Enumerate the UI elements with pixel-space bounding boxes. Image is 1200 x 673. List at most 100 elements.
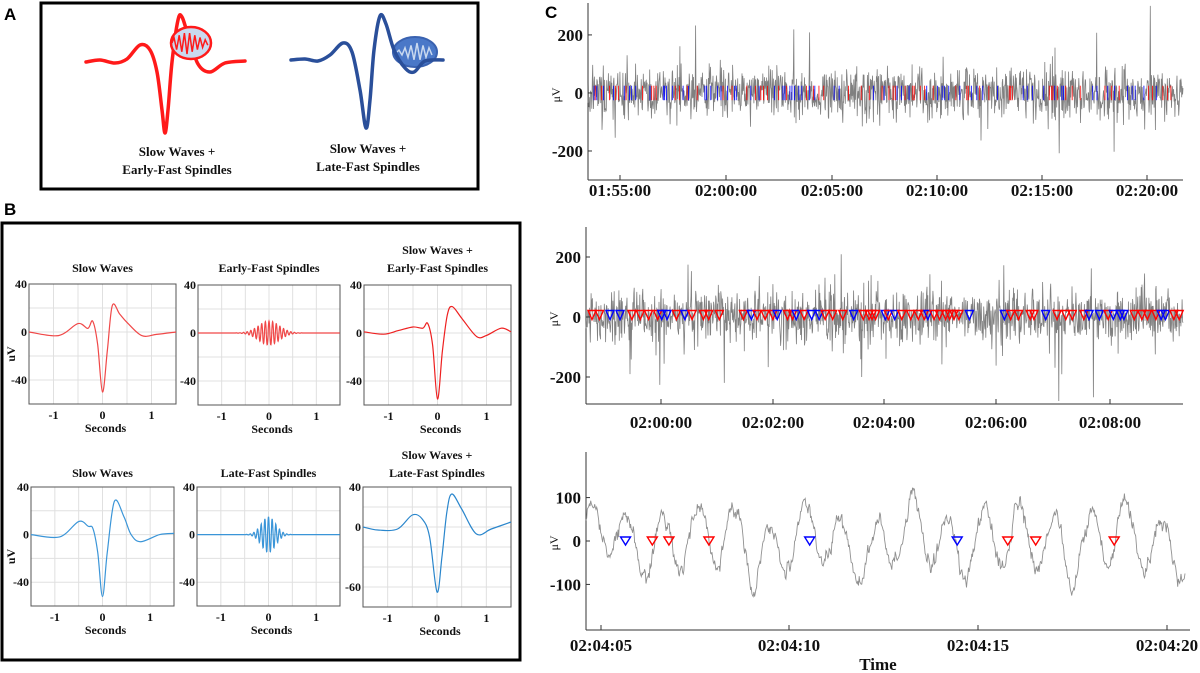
subplot-1: -1 0 1 40 0 -40 Seconds uV Slow Waves: [4, 261, 177, 435]
subplot-title: Early-Fast Spindles: [387, 261, 488, 275]
spindle-event-marker: [1051, 309, 1063, 322]
late-spindle-oscillation: [396, 42, 433, 61]
waveform-line: [362, 493, 512, 593]
spindle-event-marker: [1108, 309, 1119, 322]
y-axis-label: uV: [4, 346, 18, 362]
spindle-event-marker: [1129, 309, 1140, 322]
x-axis-label: Time: [859, 655, 897, 673]
x-tick-label: -1: [384, 409, 394, 423]
panel-a-frame: [39, 1, 480, 191]
y-tick-label: -60: [345, 580, 361, 594]
y-tick-label: 0: [355, 520, 361, 534]
x-tick-label: 0: [266, 409, 272, 423]
spindle-event-marker: [751, 309, 763, 322]
axes-frame: [28, 283, 177, 405]
y-tick-label: 40: [183, 480, 195, 494]
spindle-event-marker: [858, 309, 869, 322]
spindle-event-marker: [1067, 309, 1078, 322]
x-axis-label: Seconds: [251, 623, 293, 637]
x-tick-label: 02:02:00: [742, 413, 804, 432]
spindle-event-marker: [791, 309, 802, 322]
panel-a-caption-early-line2: Early-Fast Spindles: [122, 162, 231, 177]
x-tick-label: 0: [100, 610, 106, 624]
x-tick-label: 02:04:10: [758, 636, 820, 655]
spindle-event-marker-early: [702, 536, 716, 547]
spindle-event-marker: [999, 309, 1010, 322]
spindle-event-marker: [928, 309, 940, 322]
spindle-event-marker: [746, 309, 757, 322]
x-tick-label: 1: [147, 610, 153, 624]
spindle-event-marker: [848, 309, 859, 322]
spindle-event-marker: [661, 309, 673, 322]
spindle-event-marker: [782, 309, 793, 322]
spindle-event-marker: [799, 309, 810, 322]
panel-b-plots: -1 0 1 40 0 -40 Seconds uV Slow Waves -1 0 1 40 0 -40 S…: [4, 243, 512, 638]
spindle-event-marker: [698, 309, 709, 322]
subplot-title: Slow Waves: [72, 466, 133, 480]
spindle-event-marker: [626, 309, 638, 322]
spindle-event-marker: [889, 309, 900, 322]
eeg-signal-line: [585, 254, 1184, 402]
spindle-event-marker: [948, 309, 960, 322]
y-tick-label: -40: [180, 374, 196, 388]
x-tick-label: 02:10:00: [906, 181, 968, 200]
spindle-event-marker-early: [1029, 536, 1042, 547]
x-axis-label: Seconds: [85, 623, 127, 637]
spindle-event-marker: [1136, 309, 1147, 322]
x-tick-label: 1: [149, 408, 155, 422]
subplot-title: Early-Fast Spindles: [218, 261, 319, 275]
spindle-event-marker: [870, 309, 881, 322]
axes-frame: [30, 486, 175, 607]
spindle-event-marker: [1174, 309, 1185, 322]
spindle-event-marker: [760, 309, 771, 322]
early-slow-wave-curve: [84, 13, 247, 135]
waveform-line: [363, 305, 512, 400]
y-tick-label: 40: [17, 480, 29, 494]
spindle-event-marker-late: [619, 536, 632, 547]
x-tick-label: 01:55:00: [589, 181, 651, 200]
x-tick-label: -1: [216, 610, 226, 624]
spindle-event-marker: [1040, 309, 1051, 322]
spindle-event-marker: [679, 309, 690, 322]
x-tick-label: -1: [50, 610, 60, 624]
spindle-event-marker: [814, 309, 825, 322]
eeg-plot-1: 01:55:00 02:00:00 02:05:00 02:10:00 02:15:00…: [549, 3, 1184, 200]
y-tick-label: -40: [346, 374, 362, 388]
late-slow-wave-curve: [289, 12, 445, 130]
spindle-event-marker: [820, 309, 831, 322]
x-tick-label: 1: [313, 610, 319, 624]
spindle-event-marker: [1084, 309, 1095, 322]
x-tick-label: 1: [313, 409, 319, 423]
x-tick-label: 0: [435, 409, 441, 423]
subplot-3: -1 0 1 40 0 -40 Seconds Slow Waves + Early-Fast …: [346, 243, 512, 436]
panel-label-a: A: [4, 5, 16, 24]
subplot-2: -1 0 1 40 0 -40 Seconds Early-Fast Spindles: [180, 261, 341, 436]
subplot-title: Late-Fast Spindles: [389, 466, 485, 480]
spindle-event-marker: [1005, 309, 1016, 322]
waveform-line: [198, 319, 340, 346]
panel-a-caption-late-line1: Slow Waves +: [330, 141, 407, 156]
spindle-event-marker: [671, 309, 682, 322]
y-tick-label: 0: [575, 84, 584, 103]
spindle-event-marker: [905, 309, 916, 322]
x-tick-label: 0: [266, 610, 272, 624]
spindle-event-marker: [913, 309, 924, 322]
y-tick-label: 40: [15, 277, 27, 291]
y-tick-label: 40: [350, 278, 362, 292]
y-tick-label: -40: [11, 373, 27, 387]
spindle-event-marker: [604, 309, 616, 322]
spindle-event-marker: [1078, 309, 1089, 322]
spindle-event-marker: [738, 309, 749, 322]
panel-a-illustration: [84, 12, 445, 135]
spindle-event-marker: [656, 309, 667, 322]
x-tick-label: 02:04:05: [570, 636, 632, 655]
y-tick-label: 200: [558, 26, 584, 45]
axes-frame: [197, 284, 341, 406]
panel-label-c: C: [545, 3, 557, 22]
y-tick-label: 40: [184, 278, 196, 292]
waveform-line: [197, 516, 340, 553]
y-tick-label: 40: [349, 480, 361, 494]
subplot-4: -1 0 1 40 0 -40 Seconds uV Slow Waves: [4, 466, 175, 637]
spindle-event-marker: [1168, 309, 1179, 322]
x-tick-label: 02:20:00: [1116, 181, 1178, 200]
